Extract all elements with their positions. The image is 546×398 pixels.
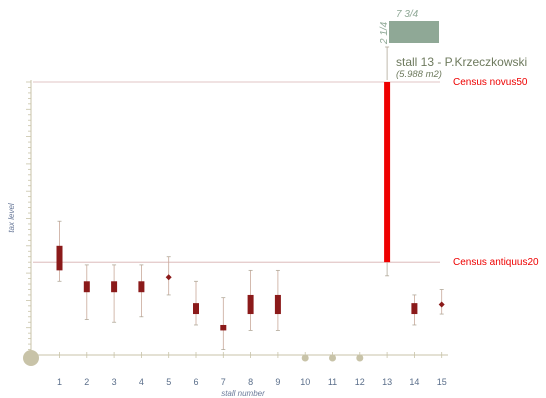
x-tick-label: 5 bbox=[166, 377, 171, 387]
box-body bbox=[220, 324, 227, 331]
x-tick-label: 12 bbox=[355, 377, 365, 387]
stall-box bbox=[83, 264, 90, 320]
x-tick-label: 10 bbox=[300, 377, 310, 387]
x-tick-label: 2 bbox=[84, 377, 89, 387]
box-body bbox=[83, 281, 90, 293]
empty-stall-dot bbox=[329, 354, 336, 362]
x-tick-label: 4 bbox=[139, 377, 144, 387]
y-axis bbox=[26, 80, 32, 356]
x-tick-label: 8 bbox=[248, 377, 253, 387]
x-tick-label: 3 bbox=[112, 377, 117, 387]
box-body bbox=[111, 281, 118, 293]
median-diamond bbox=[165, 274, 172, 281]
box-body bbox=[411, 303, 418, 315]
x-tick-label: 11 bbox=[328, 377, 337, 387]
tooltip-title: stall 13 - P.Krzeczkowski bbox=[396, 55, 527, 69]
x-tick-label: 14 bbox=[409, 377, 419, 387]
median-diamond bbox=[438, 301, 445, 308]
x-tick-label: 1 bbox=[57, 377, 62, 387]
y-axis-title: tax level bbox=[7, 203, 16, 233]
stall-box bbox=[138, 264, 145, 318]
stall-box bbox=[384, 82, 391, 277]
x-tick-label: 6 bbox=[193, 377, 198, 387]
stall-boxes bbox=[56, 82, 445, 350]
reference-lines: Census novus50 Census antiquus20 bbox=[33, 77, 539, 268]
reference-line-label: Census novus50 bbox=[453, 77, 528, 88]
stall-box bbox=[111, 264, 118, 323]
box-body bbox=[274, 294, 281, 315]
highlight-bar bbox=[384, 82, 391, 263]
reference-line-label: Census antiquus20 bbox=[453, 257, 539, 268]
x-tick-label: 13 bbox=[382, 377, 392, 387]
tooltip-area: (5.988 m2) bbox=[396, 69, 442, 80]
origin-circle bbox=[23, 350, 39, 366]
box-body bbox=[193, 303, 199, 315]
stall-footprint-rect bbox=[389, 21, 439, 43]
stall-box bbox=[165, 256, 172, 296]
stall-width-label: 7 3/4 bbox=[396, 9, 419, 20]
stall-box bbox=[56, 220, 63, 282]
box-body bbox=[138, 281, 145, 293]
stall-box bbox=[247, 269, 254, 331]
x-axis-title: stall number bbox=[221, 389, 265, 398]
stall-depth-label: 2 1/4 bbox=[379, 21, 390, 45]
empty-stall-dot bbox=[301, 354, 309, 362]
x-axis: 1 2 3 4 5 6 7 8 9 10 11 12 13 14 15 bbox=[23, 350, 448, 387]
box-body bbox=[247, 294, 254, 315]
stall-box bbox=[438, 289, 445, 315]
stall-tooltip: 7 3/4 2 1/4 stall 13 - P.Krzeczkowski(5.98… bbox=[379, 9, 527, 80]
stall-box bbox=[220, 297, 227, 350]
x-tick-label: 9 bbox=[275, 377, 280, 387]
stall-box bbox=[274, 269, 281, 331]
box-body bbox=[56, 245, 63, 271]
empty-stall-dot bbox=[356, 354, 364, 362]
x-tick-label: 7 bbox=[221, 377, 226, 387]
stall-box bbox=[193, 280, 199, 326]
stall-box bbox=[411, 294, 418, 326]
x-tick-label: 15 bbox=[437, 377, 447, 387]
